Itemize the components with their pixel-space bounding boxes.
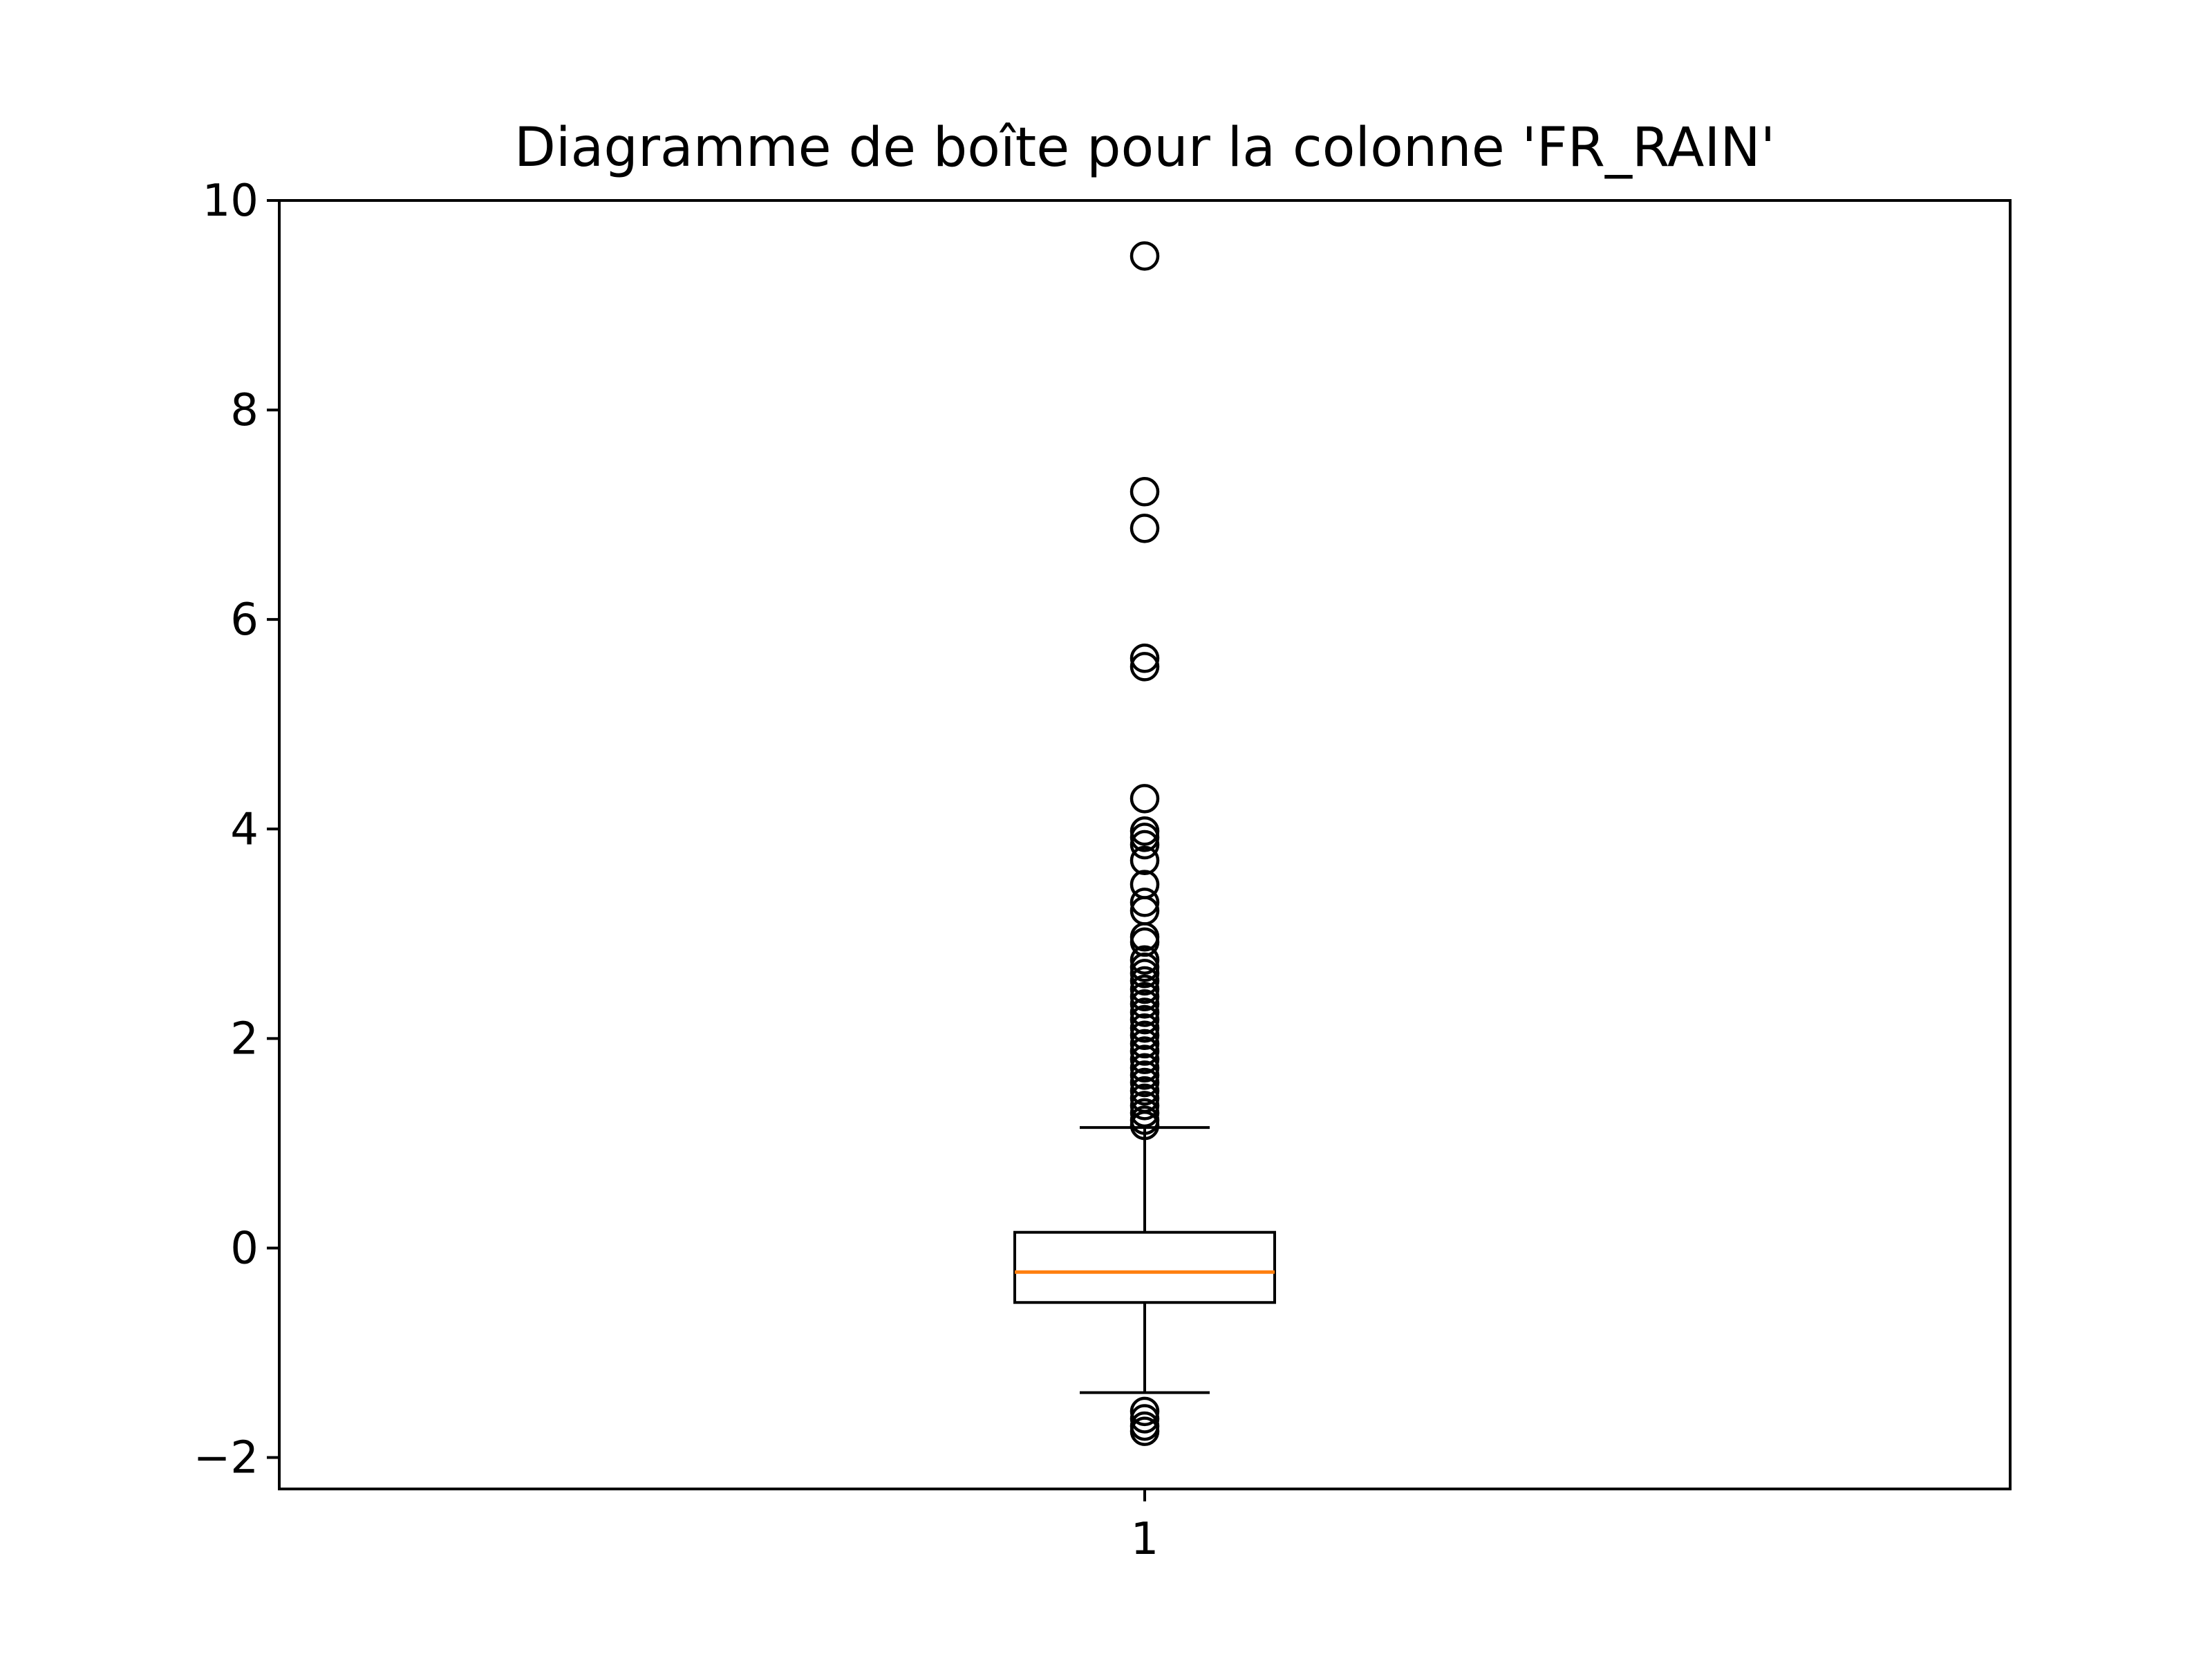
outlier-point [1130,652,1160,682]
interquartile-box [1013,1230,1276,1304]
outlier-point [1130,997,1160,1027]
y-tick-label: 6 [230,594,259,646]
outlier-point [1130,1067,1160,1098]
outlier-point [1130,1044,1160,1074]
outlier-point [1130,1036,1160,1066]
outlier-point [1130,1013,1160,1043]
outlier-point [1130,989,1160,1019]
y-tick-label: 2 [230,1013,259,1065]
outlier-point [1130,514,1160,543]
outlier-point [1130,974,1160,1004]
outlier-point [1130,823,1160,852]
outlier-point [1130,241,1160,271]
outlier-point [1130,644,1160,673]
outlier-point [1130,784,1160,814]
outlier-point [1130,1076,1160,1106]
outlier-point [1130,1110,1160,1141]
y-tick-label: 10 [203,176,259,227]
y-tick-label: −2 [194,1433,259,1484]
outlier-point [1130,966,1160,996]
y-axis: −2 0 2 4 6 8 10 [194,176,279,1484]
outlier-point [1130,477,1160,507]
outlier-point [1130,1098,1160,1128]
outlier-point [1130,1060,1160,1090]
outlier-point [1130,959,1160,988]
outlier-point [1130,1396,1160,1427]
x-axis: 1 [1131,1489,1159,1565]
chart-title: Diagramme de boîte pour la colonne 'FR_R… [514,117,1775,179]
outlier-point [1130,1020,1160,1051]
outlier-point [1130,888,1160,917]
outlier-point [1130,945,1160,975]
outlier-point [1130,982,1160,1011]
plot-content [1013,241,1276,1446]
outlier-point [1130,1029,1160,1059]
outlier-point [1130,1416,1160,1446]
outlier-point [1130,845,1160,875]
y-tick-label: 4 [230,804,259,855]
y-tick-label: 8 [230,385,259,436]
y-tick-label: 0 [230,1223,259,1274]
outlier-point [1130,830,1160,860]
outlier-point [1130,1404,1160,1434]
x-tick-label: 1 [1131,1514,1159,1565]
outlier-point [1130,1091,1160,1121]
outlier-point [1130,1004,1160,1035]
outlier-point [1130,1053,1160,1083]
